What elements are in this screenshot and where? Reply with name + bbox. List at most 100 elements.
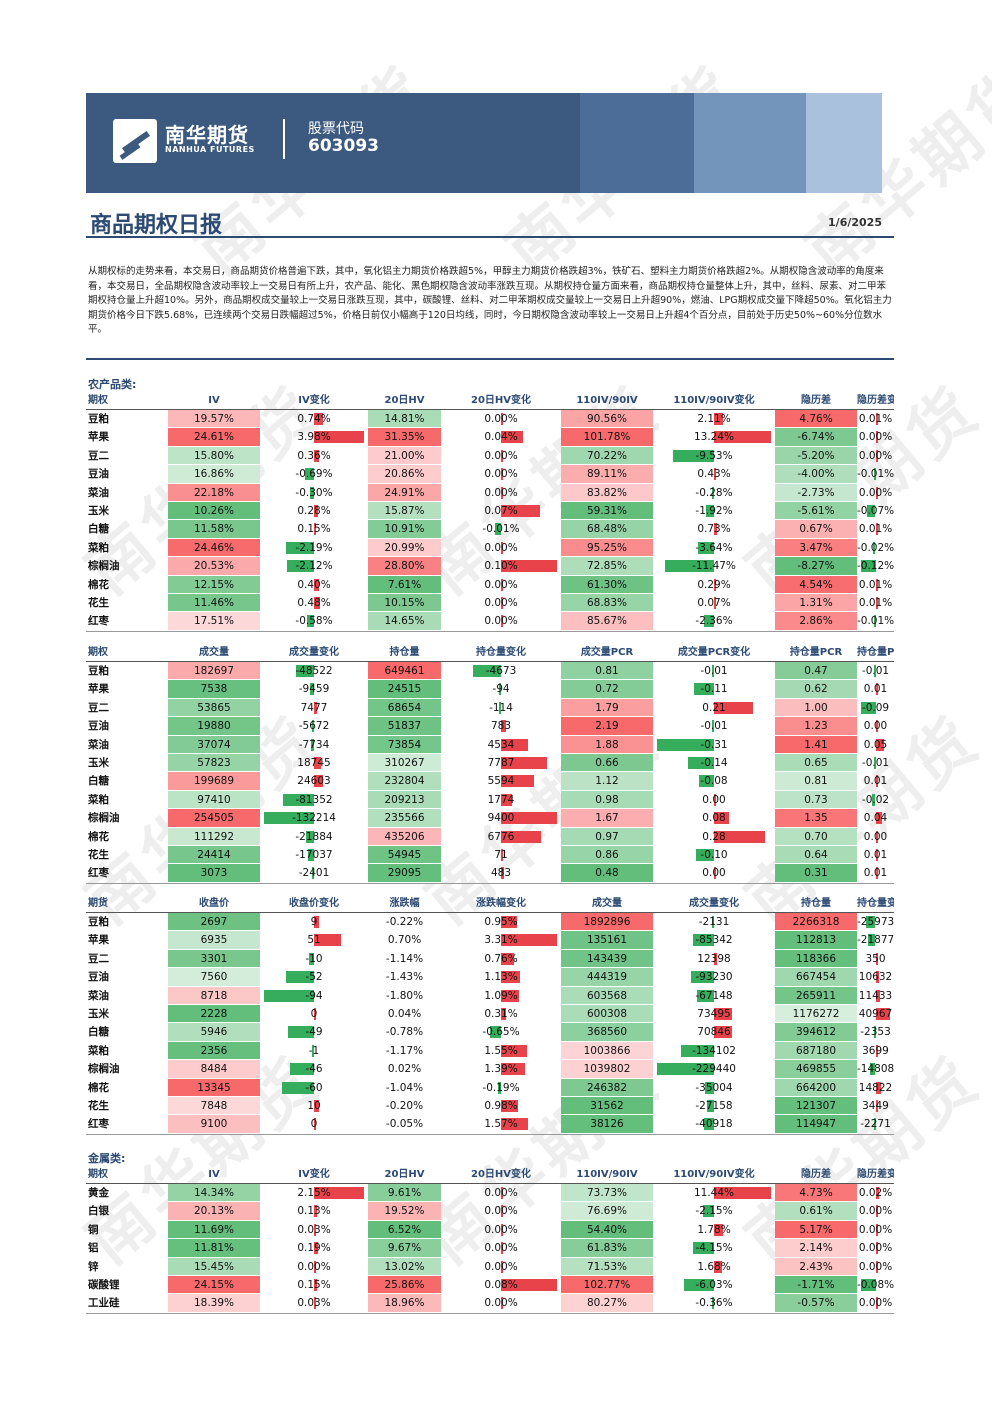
table-row: 棉花 13345 -60 -1.04% -0.19% 246382 -35004 664200… [86,1078,894,1097]
databar-value: -0.01% [857,468,894,481]
databar-cell: 0 [260,1005,368,1023]
databar-cell: -2353 [857,1023,894,1041]
positive-bar [501,560,557,573]
heat-cell: 21.00% [368,446,441,466]
heat-cell: 5946 [168,1023,260,1042]
databar-value: 0.01 [863,867,888,880]
databar-cell: -2.19% [260,539,368,557]
positive-bar [501,1118,528,1131]
positive-bar [314,1099,320,1112]
databar-cell: -9459 [260,680,368,698]
databar-value: -2401 [298,867,330,880]
column-header: 持仓量 [801,898,831,909]
databar-cell: 0.95% [441,913,561,931]
positive-bar [875,1223,878,1236]
positive-bar [314,1187,364,1199]
databar-value: 0.00% [858,1223,893,1236]
databar-value: 3449 [862,1099,889,1112]
heat-cell: 11.58% [168,520,260,539]
databar-value: -0.09 [861,701,890,714]
positive-bar [314,1223,316,1236]
databar-value: -2271 [860,1118,891,1131]
databar-cell: -0.01 [857,662,894,680]
row-label: 铜 [88,1223,99,1236]
databar-cell: -0.31 [653,736,775,754]
databar-value: 40967 [858,1007,893,1020]
databar-cell: 0.74% [260,410,368,428]
heat-cell: 51837 [368,717,441,736]
column-header: 持仓量 [389,647,420,658]
column-header: IV [208,395,220,406]
value-cell: 0.04% [387,1007,422,1020]
heat-cell: 1892896 [561,913,653,932]
table-row: 苹果 7538 -9459 24515 -94 0.72 -0.11 0.62 0.01 [86,680,894,699]
databar-cell: -6.03% [653,1276,775,1294]
column-header: 110IV/90IV [576,1169,638,1180]
databar-value: 1.57% [484,1118,518,1131]
databar-cell: -21884 [260,828,368,846]
databar-value: 0.00% [858,1297,893,1310]
row-label: 白银 [88,1205,109,1218]
banner-stripe [694,93,806,193]
databar-cell: -0.30% [260,484,368,502]
databar-cell: 70846 [653,1023,775,1041]
databar-cell: -0.01% [441,520,561,538]
databar-value: -49 [305,1026,323,1039]
heat-cell: 68.48% [561,520,653,539]
databar-value: -0.69% [295,468,333,481]
databar-cell: 0.00% [857,1202,894,1220]
databar-cell: 0.08 [653,809,775,827]
databar-value: -0.01% [482,523,520,536]
positive-bar [314,1205,318,1218]
databar-value: 0.73% [697,523,731,536]
negative-bar [697,989,714,1002]
heat-cell: 15.80% [168,446,260,466]
databar-cell: -9.53% [653,447,775,465]
databar-cell: -94 [441,680,561,698]
databar-value: -3.64% [695,541,733,554]
table-row: 豆油 19880 -5672 51837 783 2.19 -0.01 1.23 0.00 [86,717,894,736]
databar-value: -132214 [292,812,336,825]
column-header: 持仓量PCR [789,647,843,658]
heat-cell: 70.22% [561,446,653,466]
positive-bar [501,934,557,947]
databar-value: 70846 [697,1026,731,1039]
databar-cell: 0.00% [857,1239,894,1257]
positive-bar [314,1278,318,1291]
negative-bar [264,812,314,825]
positive-bar [875,596,878,609]
table-bottom-rule [86,882,894,884]
databar-value: -9.53% [695,449,733,462]
positive-bar [714,830,766,843]
negative-bar [712,916,714,928]
heat-cell: 2228 [168,1004,260,1024]
heat-cell: 2.86% [775,612,857,631]
section-label-agri: 农产品类: [88,378,137,391]
table-row: 菜粕 24.46% -2.19% 20.99% 0.00% 95.25% -3.64% 3.4… [86,538,894,558]
heat-cell: 8484 [168,1060,260,1079]
heat-cell: -2.73% [775,483,857,502]
databar-value: 0.01 [863,775,888,788]
heat-cell: 59.31% [561,501,653,521]
negative-bar [286,541,314,554]
negative-bar [312,1044,314,1057]
databar-value: 0.08% [484,1278,518,1291]
heat-cell: 89.11% [561,465,653,484]
positive-bar [501,1187,503,1199]
column-header: 110IV/90IV变化 [673,1169,755,1180]
databar-value: -67148 [695,989,733,1002]
databar-cell: -67148 [653,987,775,1005]
heat-cell: 9100 [168,1115,260,1134]
heat-cell: 3073 [168,864,260,883]
row-label: 菜粕 [88,793,109,806]
positive-bar [501,449,503,462]
heat-cell: 2356 [168,1041,260,1061]
positive-bar [875,952,878,965]
databar-value: 0.00% [484,1187,518,1199]
positive-bar [501,578,503,591]
positive-bar [314,578,320,591]
databar-cell: -0.10 [653,846,775,864]
brand-name-cn: 南华期货 [165,123,249,147]
databar-value: 71 [494,848,508,861]
table-row: 豆油 7560 -52 -1.43% 1.13% 444319 -93230 667454 10… [86,968,894,987]
